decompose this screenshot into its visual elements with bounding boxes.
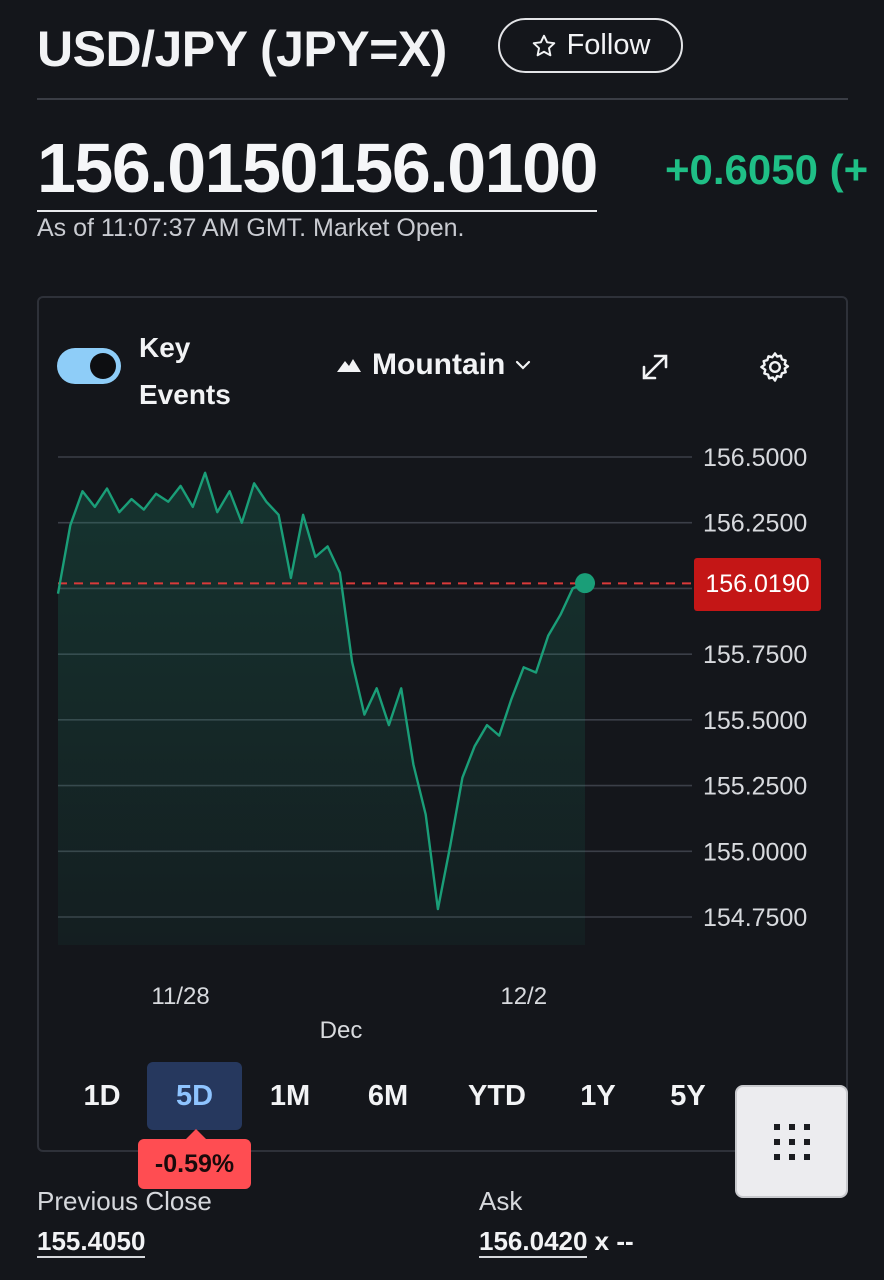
toggle-knob bbox=[90, 353, 116, 379]
price-change: +0.6050 (+ bbox=[665, 146, 869, 193]
previous-close-number: 155.4050 bbox=[37, 1226, 146, 1258]
key-events-toggle[interactable] bbox=[57, 348, 121, 384]
range-tab-6m[interactable]: 6M bbox=[367, 1079, 409, 1112]
star-icon bbox=[532, 34, 555, 56]
range-tab-1d[interactable]: 1D bbox=[83, 1079, 121, 1112]
follow-label: Follow bbox=[566, 29, 651, 61]
current-price-tag: 156.0190 bbox=[694, 558, 821, 611]
mountain-icon bbox=[337, 359, 361, 372]
price-value: 156.0150156.0100 bbox=[37, 128, 598, 212]
range-tab-ytd[interactable]: YTD bbox=[468, 1079, 526, 1112]
chart-card bbox=[37, 296, 848, 1152]
grid-icon bbox=[773, 1123, 810, 1160]
ask-label: Ask bbox=[479, 1186, 523, 1216]
range-tab-5y[interactable]: 5Y bbox=[670, 1079, 706, 1112]
follow-button[interactable]: Follow bbox=[498, 18, 683, 73]
header-divider bbox=[37, 98, 848, 100]
key-events-label: Key Events bbox=[139, 324, 279, 418]
ask-number: 156.0420 bbox=[479, 1226, 588, 1258]
ask-value: 156.0420 x -- bbox=[479, 1226, 634, 1258]
previous-close-value: 155.4050 bbox=[37, 1226, 146, 1258]
previous-close-label: Previous Close bbox=[37, 1186, 212, 1216]
expand-icon[interactable] bbox=[640, 352, 670, 382]
page-title: USD/JPY (JPY=X) bbox=[37, 21, 447, 77]
chart-type-dropdown[interactable]: Mountain bbox=[336, 348, 531, 382]
key-events-label-line1: Key bbox=[139, 332, 191, 363]
chart-type-label: Mountain bbox=[372, 348, 506, 381]
key-events-label-line2: Events bbox=[139, 379, 231, 410]
range-tab-1y[interactable]: 1Y bbox=[580, 1079, 616, 1112]
market-time: As of 11:07:37 AM GMT. Market Open. bbox=[37, 214, 465, 242]
ask-size: x -- bbox=[587, 1226, 634, 1256]
app-grid-button[interactable] bbox=[735, 1085, 848, 1198]
range-tab-5d[interactable]: 5D bbox=[147, 1062, 242, 1130]
range-change-badge: -0.59% bbox=[138, 1129, 251, 1189]
gear-icon[interactable] bbox=[759, 351, 791, 383]
chevron-down-icon bbox=[516, 360, 531, 370]
range-tab-1m[interactable]: 1M bbox=[269, 1079, 311, 1112]
